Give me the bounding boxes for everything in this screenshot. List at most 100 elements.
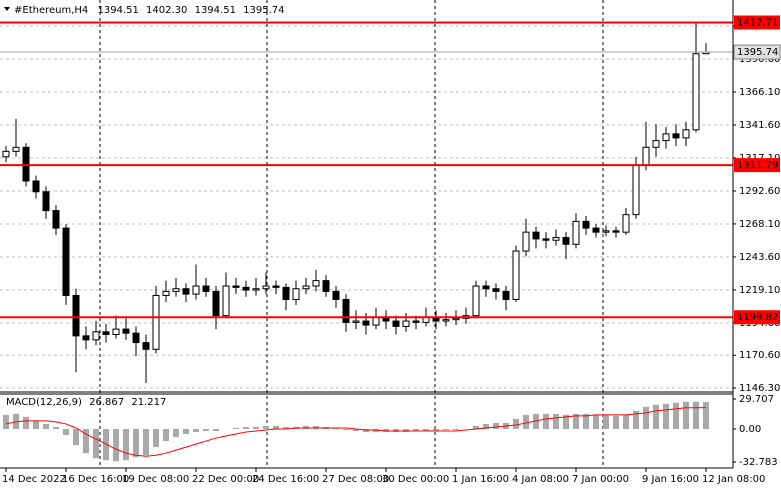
macd-bar: [113, 428, 119, 462]
macd-bar: [143, 428, 149, 456]
macd-title: MACD(12,26,9): [6, 397, 82, 408]
candle-body: [492, 288, 500, 292]
level-label-bg: [734, 158, 780, 173]
macd-bar: [413, 428, 419, 431]
candle-body: [162, 290, 170, 296]
candle-body: [112, 328, 120, 335]
candle-body: [392, 320, 400, 327]
macd-bar: [523, 414, 529, 429]
y-tick-label: 1366.10: [739, 87, 780, 98]
current-price-bg: [733, 44, 781, 60]
candle-body: [342, 298, 350, 323]
menu-arrow[interactable]: [4, 7, 10, 11]
y-tick-label: 1219.10: [739, 285, 780, 296]
y-tick-label: 1170.60: [739, 350, 780, 361]
candle-body: [622, 214, 630, 233]
signal-value: 21.217: [131, 397, 166, 408]
grid: [0, 25, 733, 389]
macd-header: MACD(12,26,9) 26.867 21.217: [6, 397, 166, 408]
macd-bar: [233, 427, 239, 429]
candle-body: [522, 231, 530, 252]
candle-body: [222, 285, 230, 317]
level-label-bg: [734, 15, 780, 30]
x-tick-label: 14 Dec 2022: [2, 474, 66, 485]
candle-body: [62, 227, 70, 296]
macd-bar: [393, 428, 399, 433]
macd-bar: [543, 413, 549, 429]
y-tick-label: 1243.60: [739, 252, 780, 263]
level-label: 1311.79: [737, 160, 778, 171]
x-tick-label: 12 Jan 08:00: [702, 474, 765, 485]
macd-bar: [163, 428, 169, 442]
candle-body: [202, 285, 210, 292]
macd-bar: [423, 428, 429, 431]
candle-body: [72, 294, 80, 337]
symbol: #Ethereum,H4: [14, 5, 88, 16]
candle-body: [132, 332, 140, 344]
macd-bar: [153, 428, 159, 448]
open-value: 1394.51: [97, 5, 138, 16]
candle-body: [2, 150, 10, 158]
macd-bar: [403, 428, 409, 433]
macd-bar: [133, 428, 139, 458]
x-tick-label: 1 Jan 16:00: [452, 474, 509, 485]
candle-body: [142, 342, 150, 350]
macd-bar: [3, 414, 9, 429]
candle-body: [472, 285, 480, 317]
macd-bar: [453, 428, 459, 430]
macd-bar: [33, 420, 39, 429]
macd-bar: [593, 414, 599, 429]
macd-bar: [483, 423, 489, 429]
candle-body: [322, 280, 330, 292]
candle-body: [12, 146, 20, 152]
macd-bar: [433, 428, 439, 431]
candle-body: [262, 285, 270, 290]
level-label: 1198.82: [737, 312, 778, 323]
x-tick-label: 16 Dec 16:00: [62, 474, 129, 485]
candle-body: [152, 294, 160, 350]
y-tick-label: -32.783: [739, 457, 778, 468]
macd-bar: [633, 410, 639, 429]
level-label-bg: [734, 310, 780, 325]
macd-bar: [273, 425, 279, 429]
candle-body: [402, 320, 410, 327]
macd-value: 26.867: [89, 397, 124, 408]
plot: [0, 21, 733, 462]
header: #Ethereum,H4 1394.51 1402.30 1394.51 139…: [14, 5, 284, 16]
macd-bar: [643, 406, 649, 429]
candle-body: [552, 237, 560, 241]
macd-bar: [673, 402, 679, 429]
macd-bar: [693, 401, 699, 429]
candle-body: [532, 231, 540, 240]
candle-body: [272, 285, 280, 288]
macd-bar: [43, 423, 49, 429]
candle-body: [292, 288, 300, 300]
macd-bar: [363, 428, 369, 433]
candle-body: [362, 320, 370, 326]
macd-bar: [583, 413, 589, 429]
x-tick-label: 19 Dec 08:00: [122, 474, 189, 485]
macd-bar: [443, 428, 449, 430]
macd-bar: [243, 426, 249, 429]
candle-body: [352, 320, 360, 323]
x-tick-label: 30 Dec 00:00: [382, 474, 449, 485]
close-value: 1395.74: [243, 5, 284, 16]
candle-body: [582, 220, 590, 229]
candle-body: [612, 230, 620, 233]
macd-bar: [373, 428, 379, 433]
candle-body: [282, 286, 290, 300]
macd-bar: [333, 427, 339, 429]
candle-body: [502, 290, 510, 300]
macd-bar: [493, 422, 499, 429]
macd-bar: [23, 416, 29, 429]
macd-bar: [173, 428, 179, 438]
macd-bar: [283, 426, 289, 429]
macd-bar: [123, 428, 129, 461]
candle-body: [212, 290, 220, 317]
candle-body: [682, 129, 690, 139]
candle-body: [312, 280, 320, 287]
y-tick-label: 1292.60: [739, 186, 780, 197]
candle-body: [672, 133, 680, 139]
